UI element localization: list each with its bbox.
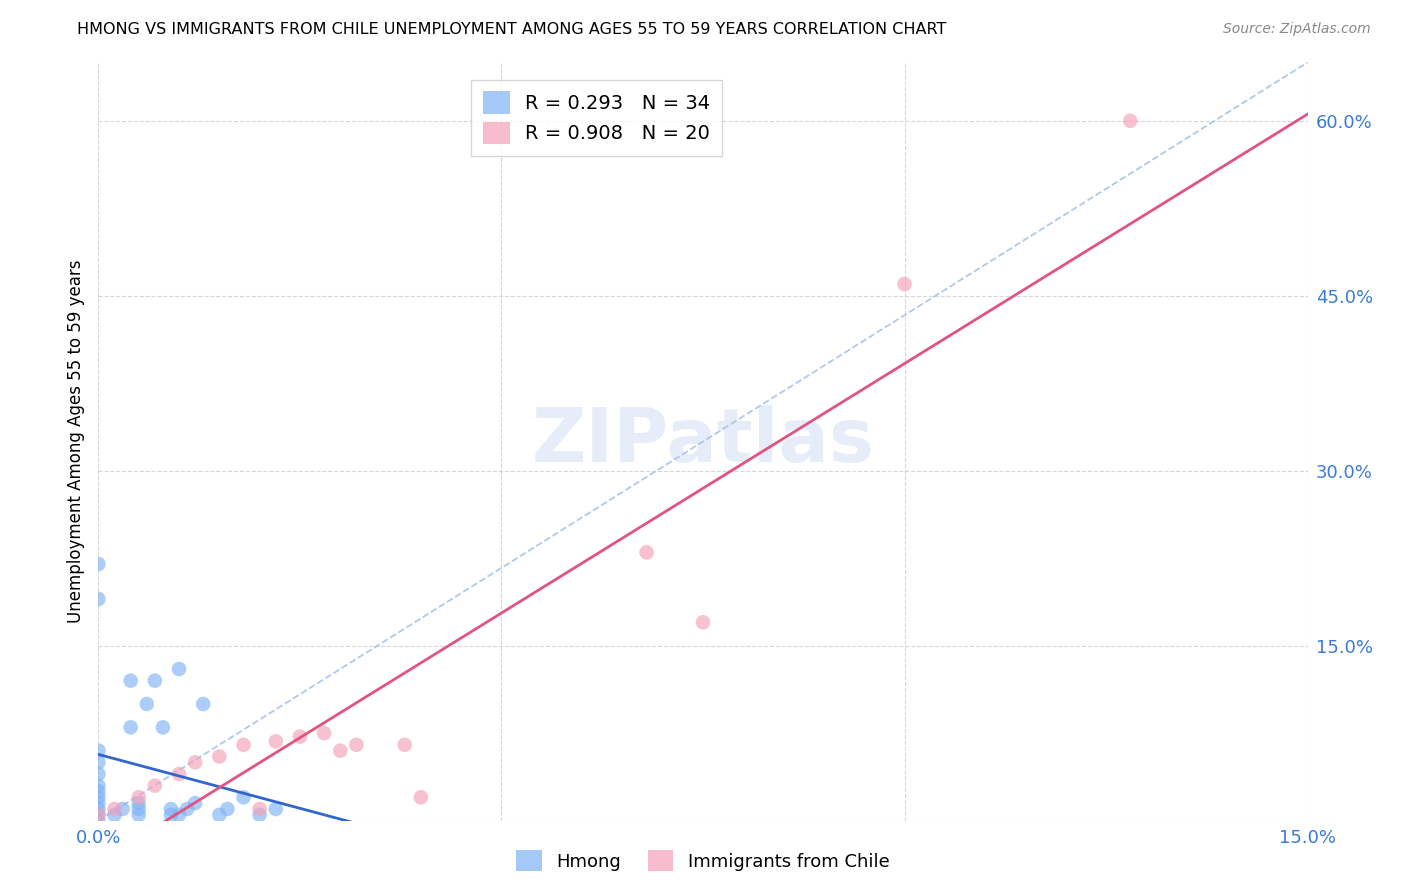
Point [87, 807, 110, 822]
Point [193, 697, 215, 711]
Point [87, 807, 110, 822]
Point [167, 662, 190, 676]
Point [87, 756, 110, 770]
Point [217, 802, 239, 816]
Point [893, 277, 915, 291]
Point [87, 814, 110, 828]
Point [167, 807, 190, 822]
Point [120, 720, 142, 734]
Point [87, 592, 110, 607]
Legend: Hmong, Immigrants from Chile: Hmong, Immigrants from Chile [509, 843, 897, 879]
Point [344, 738, 367, 752]
Point [394, 738, 416, 752]
Point [103, 802, 125, 816]
Point [87, 790, 110, 805]
Point [314, 726, 336, 740]
Point [87, 796, 110, 810]
Point [167, 767, 190, 781]
Point [232, 738, 254, 752]
Point [329, 744, 352, 758]
Point [184, 756, 207, 770]
Point [208, 749, 231, 764]
Point [288, 730, 311, 744]
Point [264, 802, 287, 816]
Point [176, 802, 198, 816]
Point [249, 807, 271, 822]
Point [128, 790, 150, 805]
Point [87, 557, 110, 571]
Point [160, 802, 183, 816]
Point [87, 779, 110, 793]
Point [128, 796, 150, 810]
Point [692, 615, 714, 630]
Point [128, 802, 150, 816]
Point [128, 807, 150, 822]
Point [208, 807, 231, 822]
Point [111, 802, 134, 816]
Text: Source: ZipAtlas.com: Source: ZipAtlas.com [1223, 22, 1371, 37]
Point [103, 807, 125, 822]
Point [1119, 113, 1142, 128]
Point [87, 802, 110, 816]
Point [87, 767, 110, 781]
Point [409, 790, 432, 805]
Point [160, 807, 183, 822]
Point [87, 744, 110, 758]
Point [120, 673, 142, 688]
Point [135, 697, 157, 711]
Point [232, 790, 254, 805]
Point [87, 784, 110, 798]
Point [264, 734, 287, 748]
Text: ZIPatlas: ZIPatlas [531, 405, 875, 478]
Point [143, 779, 166, 793]
Point [143, 673, 166, 688]
Point [184, 796, 207, 810]
Point [249, 802, 271, 816]
Point [636, 545, 658, 559]
Legend: R = 0.293   N = 34, R = 0.908   N = 20: R = 0.293 N = 34, R = 0.908 N = 20 [471, 79, 723, 156]
Text: HMONG VS IMMIGRANTS FROM CHILE UNEMPLOYMENT AMONG AGES 55 TO 59 YEARS CORRELATIO: HMONG VS IMMIGRANTS FROM CHILE UNEMPLOYM… [77, 22, 946, 37]
Y-axis label: Unemployment Among Ages 55 to 59 years: Unemployment Among Ages 55 to 59 years [66, 260, 84, 624]
Point [152, 720, 174, 734]
